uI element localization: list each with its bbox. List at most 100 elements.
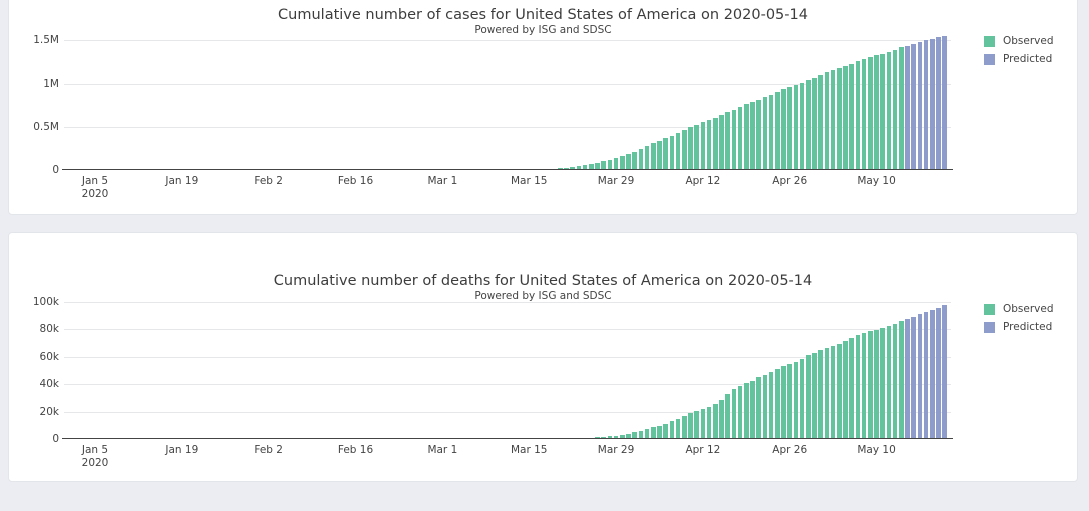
bar-observed[interactable]: [812, 352, 817, 439]
bar-observed[interactable]: [626, 433, 631, 439]
bar-observed[interactable]: [731, 109, 737, 170]
bar-predicted[interactable]: [930, 38, 935, 170]
bar-observed[interactable]: [601, 436, 606, 439]
bar-observed[interactable]: [712, 403, 718, 439]
bar-observed[interactable]: [762, 97, 768, 170]
bar-observed[interactable]: [849, 338, 855, 439]
bar-observed[interactable]: [818, 349, 824, 439]
legend-item-observed[interactable]: Observed: [984, 35, 1054, 47]
bar-predicted[interactable]: [930, 309, 935, 439]
bar-observed[interactable]: [787, 86, 793, 170]
bar-observed[interactable]: [688, 127, 693, 170]
bar-observed[interactable]: [737, 385, 743, 439]
bar-observed[interactable]: [638, 148, 644, 170]
bar-observed[interactable]: [675, 132, 681, 170]
bar-observed[interactable]: [880, 53, 886, 170]
bar-observed[interactable]: [632, 151, 637, 170]
bar-observed[interactable]: [799, 358, 805, 439]
bar-observed[interactable]: [830, 69, 836, 170]
bar-observed[interactable]: [681, 130, 687, 170]
bar-observed[interactable]: [874, 329, 879, 439]
bar-observed[interactable]: [768, 94, 774, 170]
bar-predicted[interactable]: [942, 304, 948, 439]
bar-observed[interactable]: [756, 377, 761, 439]
bar-predicted[interactable]: [936, 37, 941, 170]
bar-observed[interactable]: [650, 427, 656, 439]
bar-predicted[interactable]: [917, 42, 923, 170]
bar-observed[interactable]: [744, 104, 749, 170]
bar-observed[interactable]: [886, 51, 892, 170]
bar-predicted[interactable]: [923, 312, 929, 439]
bar-observed[interactable]: [768, 371, 774, 439]
bar-observed[interactable]: [855, 61, 861, 170]
bar-observed[interactable]: [570, 167, 575, 170]
bar-observed[interactable]: [861, 333, 867, 439]
bar-observed[interactable]: [750, 102, 755, 170]
bar-observed[interactable]: [868, 56, 873, 170]
bar-observed[interactable]: [725, 393, 730, 439]
bar-predicted[interactable]: [905, 318, 910, 439]
bar-observed[interactable]: [663, 138, 668, 170]
bar-observed[interactable]: [806, 355, 811, 439]
bar-observed[interactable]: [750, 380, 755, 439]
bar-observed[interactable]: [626, 153, 631, 170]
bar-observed[interactable]: [619, 434, 625, 439]
bar-observed[interactable]: [700, 122, 706, 170]
bar-observed[interactable]: [793, 361, 799, 439]
bar-observed[interactable]: [564, 167, 569, 170]
bar-observed[interactable]: [613, 157, 619, 170]
bar-observed[interactable]: [719, 400, 724, 439]
bar-observed[interactable]: [607, 159, 613, 170]
bar-observed[interactable]: [681, 416, 687, 439]
bar-observed[interactable]: [892, 49, 898, 170]
bar-observed[interactable]: [712, 117, 718, 170]
bar-observed[interactable]: [775, 91, 780, 170]
bar-observed[interactable]: [619, 156, 625, 170]
bar-observed[interactable]: [824, 72, 830, 170]
bar-observed[interactable]: [849, 63, 855, 170]
bar-observed[interactable]: [638, 430, 644, 439]
bar-observed[interactable]: [694, 124, 699, 170]
bar-observed[interactable]: [731, 388, 737, 439]
bar-observed[interactable]: [675, 418, 681, 439]
bar-observed[interactable]: [818, 74, 824, 170]
bar-observed[interactable]: [688, 413, 693, 439]
bar-observed[interactable]: [781, 88, 786, 170]
bar-observed[interactable]: [588, 164, 594, 170]
bar-observed[interactable]: [744, 383, 749, 439]
bar-observed[interactable]: [576, 166, 582, 170]
bar-observed[interactable]: [799, 82, 805, 170]
bar-observed[interactable]: [644, 146, 650, 170]
bar-observed[interactable]: [657, 140, 662, 170]
bar-observed[interactable]: [663, 424, 668, 439]
bar-observed[interactable]: [657, 425, 662, 439]
bar-observed[interactable]: [669, 421, 675, 439]
bar-observed[interactable]: [775, 368, 780, 439]
bar-observed[interactable]: [737, 106, 743, 170]
bar-predicted[interactable]: [942, 35, 948, 170]
bar-observed[interactable]: [650, 143, 656, 170]
bar-observed[interactable]: [899, 321, 904, 439]
legend-item-predicted[interactable]: Predicted: [984, 321, 1054, 333]
bar-observed[interactable]: [756, 99, 761, 170]
legend-item-predicted[interactable]: Predicted: [984, 53, 1054, 65]
bar-observed[interactable]: [706, 406, 712, 439]
bar-observed[interactable]: [880, 328, 886, 439]
legend-item-observed[interactable]: Observed: [984, 303, 1054, 315]
bar-observed[interactable]: [812, 77, 817, 170]
bar-observed[interactable]: [899, 47, 904, 170]
bar-predicted[interactable]: [923, 40, 929, 170]
bar-observed[interactable]: [607, 436, 613, 439]
bar-observed[interactable]: [861, 59, 867, 170]
bar-observed[interactable]: [762, 374, 768, 439]
bar-observed[interactable]: [793, 84, 799, 170]
bar-observed[interactable]: [824, 347, 830, 439]
bar-predicted[interactable]: [911, 43, 917, 170]
bar-observed[interactable]: [613, 435, 619, 439]
bar-observed[interactable]: [706, 119, 712, 170]
bar-observed[interactable]: [806, 80, 811, 170]
bar-predicted[interactable]: [911, 316, 917, 439]
bar-observed[interactable]: [843, 341, 848, 439]
bar-observed[interactable]: [892, 323, 898, 439]
bar-observed[interactable]: [700, 408, 706, 439]
